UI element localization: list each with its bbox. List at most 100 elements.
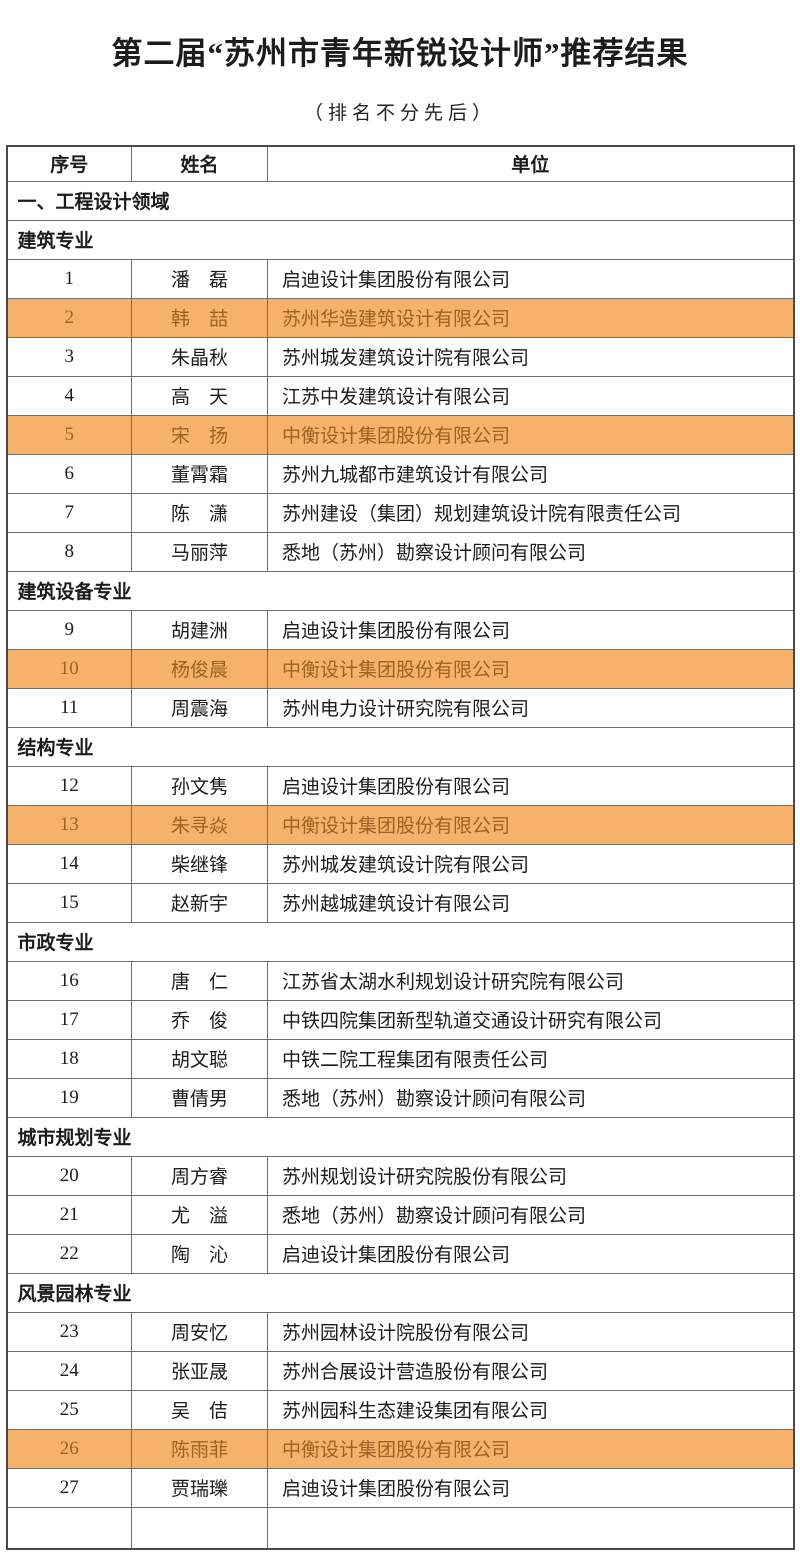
row-name: 韩 喆 xyxy=(131,297,268,338)
row-serial-number: 17 xyxy=(6,999,132,1040)
row-serial-number: 7 xyxy=(6,492,132,533)
row-serial-number: 23 xyxy=(6,1311,132,1352)
row-name: 朱晶秋 xyxy=(131,336,268,377)
row-name: 乔 俊 xyxy=(131,999,268,1040)
row-organization: 苏州九城都市建筑设计有限公司 xyxy=(267,453,794,494)
row-organization: 江苏中发建筑设计有限公司 xyxy=(267,375,794,416)
row-serial-number: 3 xyxy=(6,336,132,377)
row-name: 曹倩男 xyxy=(131,1077,268,1118)
row-serial-number: 11 xyxy=(6,687,132,728)
row-serial-number: 27 xyxy=(6,1467,132,1508)
row-organization: 悉地（苏州）勘察设计顾问有限公司 xyxy=(267,1077,794,1118)
table-row: 14 柴继锋 苏州城发建筑设计院有限公司 xyxy=(6,843,794,884)
table-row: 11 周震海 苏州电力设计研究院有限公司 xyxy=(6,687,794,728)
table-row: 8 马丽萍 悉地（苏州）勘察设计顾问有限公司 xyxy=(6,531,794,572)
row-organization: 启迪设计集团股份有限公司 xyxy=(267,258,794,299)
row-serial-number: 20 xyxy=(6,1155,132,1196)
row-name: 张亚晟 xyxy=(131,1350,268,1391)
section-label: 风景园林专业 xyxy=(6,1272,794,1313)
row-name: 柴继锋 xyxy=(131,843,268,884)
row-name: 周方睿 xyxy=(131,1155,268,1196)
row-serial-number: 14 xyxy=(6,843,132,884)
partial-cell xyxy=(131,1506,268,1550)
group-row: 风景园林专业 xyxy=(6,1272,794,1313)
document-page: 第二届“苏州市青年新锐设计师”推荐结果 （排名不分先后） 序号 姓名 单位 一、… xyxy=(0,33,800,1550)
group-row: 城市规划专业 xyxy=(6,1116,794,1157)
row-serial-number: 4 xyxy=(6,375,132,416)
page-subtitle: （排名不分先后） xyxy=(303,102,496,124)
row-organization: 启迪设计集团股份有限公司 xyxy=(267,765,794,806)
row-name: 朱寻焱 xyxy=(131,804,268,845)
row-organization: 苏州城发建筑设计院有限公司 xyxy=(267,843,794,884)
row-serial-number: 21 xyxy=(6,1194,132,1235)
row-name: 杨俊晨 xyxy=(131,648,268,689)
results-table-body: 一、工程设计领域 建筑专业 1 潘 磊启迪设计集团股份有限公司 2 韩 喆苏州华造建筑设计… xyxy=(6,180,794,1550)
row-name: 马丽萍 xyxy=(131,531,268,572)
section-label: 建筑专业 xyxy=(6,219,794,260)
row-organization: 中铁四院集团新型轨道交通设计研究有限公司 xyxy=(267,999,794,1040)
row-organization: 中衡设计集团股份有限公司 xyxy=(267,1428,794,1469)
row-serial-number: 24 xyxy=(6,1350,132,1391)
partial-cell xyxy=(267,1506,794,1550)
group-row: 市政专业 xyxy=(6,921,794,962)
row-organization: 启迪设计集团股份有限公司 xyxy=(267,609,794,650)
row-serial-number: 12 xyxy=(6,765,132,806)
row-serial-number: 2 xyxy=(6,297,132,338)
table-row: 13 朱寻焱 中衡设计集团股份有限公司 xyxy=(6,804,794,845)
table-row: 27 贾瑞瓅 启迪设计集团股份有限公司 xyxy=(6,1467,794,1508)
section-label: 市政专业 xyxy=(6,921,794,962)
row-name: 贾瑞瓅 xyxy=(131,1467,268,1508)
table-row: 15 赵新宇 苏州越城建筑设计有限公司 xyxy=(6,882,794,923)
table-row: 22 陶 沁启迪设计集团股份有限公司 xyxy=(6,1233,794,1274)
table-row: 12 孙文隽 启迪设计集团股份有限公司 xyxy=(6,765,794,806)
row-name: 潘 磊 xyxy=(131,258,268,299)
row-serial-number: 26 xyxy=(6,1428,132,1469)
row-serial-number: 9 xyxy=(6,609,132,650)
row-organization: 苏州园林设计院股份有限公司 xyxy=(267,1311,794,1352)
row-organization: 启迪设计集团股份有限公司 xyxy=(267,1233,794,1274)
row-serial-number: 6 xyxy=(6,453,132,494)
table-row: 6 董霄霜 苏州九城都市建筑设计有限公司 xyxy=(6,453,794,494)
row-organization: 苏州电力设计研究院有限公司 xyxy=(267,687,794,728)
header-serial-number: 序号 xyxy=(6,145,132,182)
table-row: 26 陈雨菲 中衡设计集团股份有限公司 xyxy=(6,1428,794,1469)
row-name: 孙文隽 xyxy=(131,765,268,806)
table-row: 21 尤 溢悉地（苏州）勘察设计顾问有限公司 xyxy=(6,1194,794,1235)
table-row: 24 张亚晟 苏州合展设计营造股份有限公司 xyxy=(6,1350,794,1391)
row-serial-number: 13 xyxy=(6,804,132,845)
group-row: 建筑专业 xyxy=(6,219,794,260)
row-organization: 悉地（苏州）勘察设计顾问有限公司 xyxy=(267,1194,794,1235)
table-row: 19 曹倩男 悉地（苏州）勘察设计顾问有限公司 xyxy=(6,1077,794,1118)
row-name: 陈 潇 xyxy=(131,492,268,533)
row-name: 唐 仁 xyxy=(131,960,268,1001)
row-organization: 苏州华造建筑设计有限公司 xyxy=(267,297,794,338)
row-name: 陶 沁 xyxy=(131,1233,268,1274)
row-organization: 苏州园科生态建设集团有限公司 xyxy=(267,1389,794,1430)
table-row: 20 周方睿 苏州规划设计研究院股份有限公司 xyxy=(6,1155,794,1196)
row-organization: 中铁二院工程集团有限责任公司 xyxy=(267,1038,794,1079)
row-organization: 苏州规划设计研究院股份有限公司 xyxy=(267,1155,794,1196)
table-row: 17 乔 俊中铁四院集团新型轨道交通设计研究有限公司 xyxy=(6,999,794,1040)
row-name: 吴 佶 xyxy=(131,1389,268,1430)
section-label: 结构专业 xyxy=(6,726,794,767)
row-organization: 苏州越城建筑设计有限公司 xyxy=(267,882,794,923)
page-title: 第二届“苏州市青年新锐设计师”推荐结果 xyxy=(111,36,689,71)
row-serial-number: 15 xyxy=(6,882,132,923)
row-name: 赵新宇 xyxy=(131,882,268,923)
table-row: 3 朱晶秋 苏州城发建筑设计院有限公司 xyxy=(6,336,794,377)
section-label: 城市规划专业 xyxy=(6,1116,794,1157)
table-row: 9 胡建洲 启迪设计集团股份有限公司 xyxy=(6,609,794,650)
category-row: 一、工程设计领域 xyxy=(6,180,794,221)
row-organization: 苏州建设（集团）规划建筑设计院有限责任公司 xyxy=(267,492,794,533)
row-serial-number: 25 xyxy=(6,1389,132,1430)
table-row: 23 周安忆 苏州园林设计院股份有限公司 xyxy=(6,1311,794,1352)
table-header-row: 序号 姓名 单位 xyxy=(6,145,794,182)
header-organization: 单位 xyxy=(267,145,794,182)
row-name: 宋 扬 xyxy=(131,414,268,455)
row-serial-number: 5 xyxy=(6,414,132,455)
row-organization: 苏州城发建筑设计院有限公司 xyxy=(267,336,794,377)
row-organization: 苏州合展设计营造股份有限公司 xyxy=(267,1350,794,1391)
